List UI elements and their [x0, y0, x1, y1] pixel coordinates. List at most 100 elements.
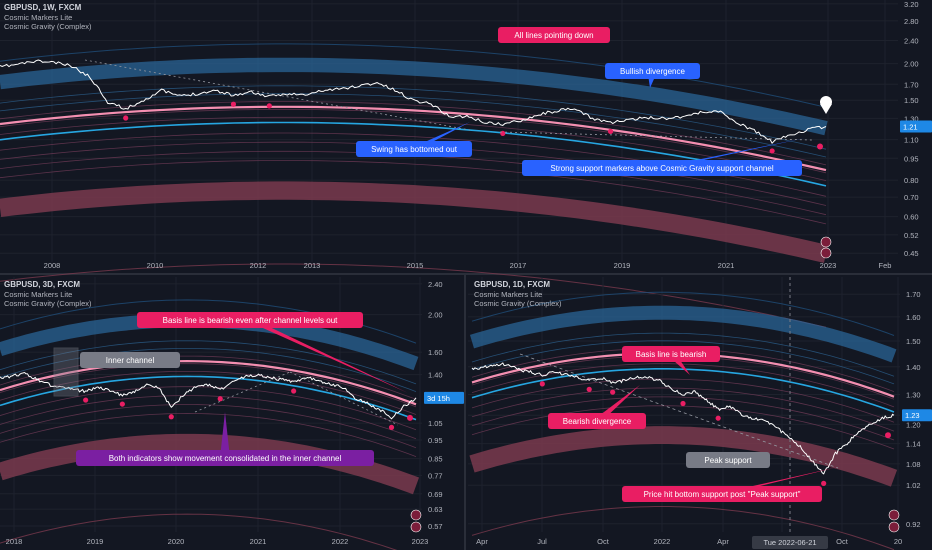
- lower-red-band: [0, 181, 829, 263]
- x-tick-label: 2008: [44, 261, 61, 270]
- inner-channel-line: [0, 363, 417, 408]
- callout-box: [686, 452, 770, 468]
- price-line: [471, 362, 895, 475]
- y-tick-label: 0.95: [428, 436, 443, 445]
- price-badge: [424, 391, 464, 404]
- inner-channel-line: [0, 85, 827, 150]
- trendline: [194, 371, 291, 413]
- annotation-callout: Price hit bottom support post "Peak supp…: [622, 467, 838, 502]
- outer-lower-line: [0, 263, 827, 328]
- callout-text: Both indicators show movement consolidat…: [109, 454, 342, 463]
- symbol-line: GBPUSD, 3D, FXCM: [4, 280, 80, 289]
- inner-channel-line: [0, 109, 827, 174]
- y-tick-label: 0.70: [904, 193, 919, 202]
- y-tick-label: 0.77: [428, 471, 443, 480]
- x-axis: 2008 2010 2012 2013 2015 2017 2019 2021 2023 Feb: [44, 261, 892, 270]
- y-tick-label: 1.70: [906, 290, 921, 299]
- y-tick-label: 1.50: [904, 96, 919, 105]
- currency-flag-icon: [410, 509, 422, 521]
- price-badge: [902, 409, 932, 422]
- annotation-callout: All lines pointing down: [498, 27, 610, 43]
- y-tick-label: 1.20: [906, 420, 921, 429]
- x-tick-label: 2010: [147, 261, 164, 270]
- annotation-callout: Bearish divergence: [548, 385, 646, 429]
- trendline: [289, 371, 399, 426]
- inner-channel-line: [471, 387, 895, 432]
- callout-box: [522, 160, 802, 176]
- outer-lower-line: [471, 506, 895, 550]
- annotation-callout: Swing has bottomed out: [356, 122, 472, 157]
- currency-flag-icon: [410, 521, 422, 533]
- indicator-name: Cosmic Markers Lite: [4, 13, 72, 22]
- y-tick-label: 1.30: [906, 391, 921, 400]
- x-tick-label: 2018: [6, 537, 23, 546]
- x-tick-label: Oct: [597, 537, 610, 546]
- support-marker: [885, 432, 891, 439]
- support-marker: [291, 388, 297, 394]
- y-tick-label: 0.69: [428, 490, 443, 499]
- callout-text: Inner channel: [106, 356, 155, 365]
- outer-upper-line: [0, 43, 827, 108]
- x-tick-label: 2019: [87, 537, 104, 546]
- indicator-name: Cosmic Gravity (Complex): [474, 299, 562, 308]
- price-line: [0, 371, 417, 420]
- callout-text: Bullish divergence: [620, 67, 685, 76]
- support-marker: [83, 397, 89, 403]
- support-marker: [821, 480, 827, 486]
- inner-channel-line: [0, 116, 827, 181]
- x-tick-label: 2021: [250, 537, 267, 546]
- inner-channel-line: [0, 371, 417, 415]
- y-axis: 2.40 2.00 1.60 1.40 1.05 0.95 0.85 0.77 0.69 0.63…: [424, 280, 464, 531]
- trendline: [499, 131, 813, 141]
- upper-blue-band: [469, 305, 897, 363]
- currency-flag-icon: [888, 521, 900, 533]
- support-marker: [680, 400, 686, 407]
- callout-text: Price hit bottom support post "Peak supp…: [644, 490, 801, 499]
- symbol-line: GBPUSD, 1D, FXCM: [474, 280, 550, 289]
- y-tick-label: 1.70: [904, 80, 919, 89]
- support-marker: [119, 401, 125, 407]
- support-marker: [607, 128, 614, 134]
- price-badge-label: 1.21: [903, 122, 918, 131]
- callout-text: Bearish divergence: [563, 417, 632, 426]
- annotation-callout: Strong support markers above Cosmic Grav…: [522, 138, 805, 176]
- y-tick-label: 1.60: [906, 313, 921, 322]
- inner-channel-line: [0, 386, 417, 431]
- currency-flag-icon: [888, 509, 900, 521]
- inner-channel-line: [0, 101, 827, 166]
- inner-channel-box: [53, 347, 79, 397]
- support-marker: [230, 101, 237, 107]
- basis-blue-line: [471, 368, 895, 413]
- inner-channel-line: [471, 363, 895, 408]
- x-tick-label: 2022: [654, 537, 671, 546]
- support-marker: [586, 386, 592, 392]
- y-tick-label: 2.00: [904, 60, 919, 69]
- callout-box: [548, 413, 646, 429]
- callout-text: Basis line is bearish even after channel…: [163, 316, 339, 325]
- support-marker: [123, 115, 129, 121]
- indicator-name: Cosmic Gravity (Complex): [4, 22, 92, 31]
- callout-text: Strong support markers above Cosmic Grav…: [550, 164, 773, 173]
- y-tick-label: 3.20: [904, 0, 919, 9]
- x-tick-label: 2017: [510, 261, 527, 270]
- y-tick-label: 0.80: [904, 176, 919, 185]
- callout-text: Basis line is bearish: [636, 350, 707, 359]
- y-tick-label: 1.08: [906, 460, 921, 469]
- cosmic-gravity-bands: [469, 291, 898, 550]
- inner-channel-line: [471, 332, 895, 377]
- support-marker: [539, 381, 545, 387]
- y-tick-label: 2.40: [428, 280, 443, 289]
- inner-channel-line: [0, 404, 417, 449]
- callout-box: [622, 486, 822, 502]
- outer-upper-line: [471, 291, 895, 336]
- x-tick-label: 2012: [250, 261, 267, 270]
- support-marker: [407, 414, 413, 421]
- callout-pointer: [245, 320, 408, 393]
- inner-channel-line: [471, 378, 895, 423]
- crosshair-date-badge: [752, 536, 828, 549]
- y-tick-label: 1.10: [904, 136, 919, 145]
- support-marker: [168, 414, 174, 420]
- x-tick-label: Apr: [476, 537, 488, 546]
